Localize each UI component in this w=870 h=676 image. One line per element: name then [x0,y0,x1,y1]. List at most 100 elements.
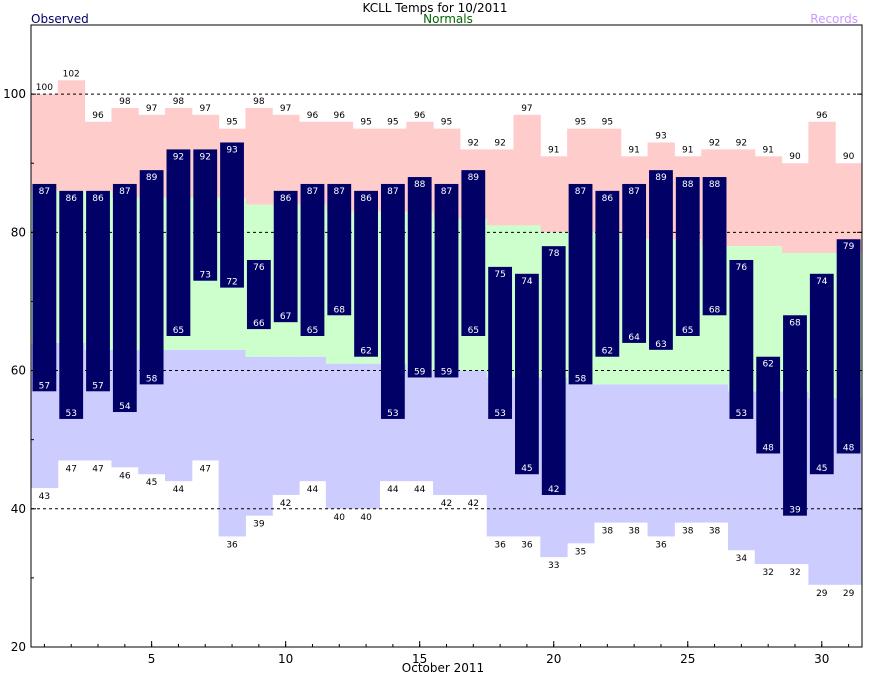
observed-low-label: 59 [414,367,426,377]
observed-low-label: 53 [494,409,505,419]
observed-high-label: 78 [548,249,560,259]
record-high-band [781,163,809,254]
record-low-label: 36 [494,540,506,550]
record-high-band [272,114,300,205]
record-high-band [808,121,836,254]
observed-bar [166,149,191,336]
observed-low-label: 45 [816,464,827,474]
observed-low-label: 53 [387,409,398,419]
observed-bar [86,190,110,392]
observed-bar [273,190,298,323]
record-high-label: 91 [762,145,773,155]
observed-low-label: 42 [548,485,559,495]
x-tick-label: 30 [814,652,829,666]
record-high-label: 92 [709,138,720,148]
record-low-band [299,356,327,482]
observed-bar [702,177,727,316]
record-high-label: 98 [253,97,265,107]
record-low-label: 46 [119,471,131,481]
observed-low-label: 65 [173,326,184,336]
observed-low-label: 65 [682,326,693,336]
record-high-label: 97 [521,104,532,114]
record-high-label: 95 [441,118,452,128]
observed-high-label: 89 [468,173,480,183]
observed-bar [354,190,378,357]
observed-high-label: 62 [762,360,773,370]
record-low-label: 47 [200,464,211,474]
record-low-label: 36 [655,540,667,550]
observed-high-label: 76 [736,263,748,273]
record-low-band [191,349,220,461]
record-high-label: 91 [682,145,693,155]
x-tick-label: 20 [546,652,561,666]
legend-normals: Normals [423,12,473,26]
record-high-band [57,80,86,191]
observed-high-label: 92 [173,152,184,162]
observed-high-label: 75 [494,270,505,280]
observed-bar [836,239,861,454]
observed-low-label: 57 [39,381,50,391]
record-low-band [593,384,622,523]
observed-low-label: 39 [789,506,801,516]
observed-high-label: 92 [200,152,211,162]
record-low-label: 42 [280,499,291,509]
record-high-band [754,156,783,247]
observed-high-label: 68 [789,318,801,328]
record-high-label: 96 [816,111,828,121]
record-high-label: 92 [494,138,505,148]
record-low-band [245,356,273,516]
x-tick-label: 15 [412,652,427,666]
observed-high-label: 86 [280,194,292,204]
record-low-label: 36 [521,540,533,550]
record-low-band [701,384,729,523]
observed-bar [783,315,807,516]
observed-bar [246,259,271,330]
record-high-label: 91 [548,145,559,155]
record-low-label: 43 [39,492,50,502]
record-high-label: 90 [789,152,801,162]
record-low-label: 47 [92,464,103,474]
observed-high-label: 87 [441,187,452,197]
record-low-label: 32 [789,568,800,578]
record-low-label: 38 [709,527,721,537]
observed-bar [407,177,432,378]
observed-high-label: 87 [307,187,318,197]
record-low-band [352,363,380,509]
observed-bar [809,273,834,475]
record-high-label: 96 [334,111,346,121]
y-tick-label: 100 [3,87,26,101]
observed-high-label: 87 [119,187,130,197]
y-tick-label: 20 [11,640,26,654]
record-low-label: 40 [360,513,372,523]
observed-high-label: 86 [360,194,372,204]
observed-high-label: 87 [39,187,50,197]
observed-high-label: 74 [521,277,533,287]
x-tick-label: 5 [148,652,156,666]
observed-high-label: 86 [65,194,77,204]
observed-bar [649,170,673,350]
record-low-label: 42 [441,499,452,509]
record-high-label: 93 [655,131,666,141]
observed-bar [729,259,754,419]
y-tick-label: 60 [11,364,26,378]
observed-bar [193,149,218,281]
record-low-band [674,384,702,523]
x-axis-label: October 2011 [401,661,485,675]
observed-bar [595,190,620,357]
record-low-band [567,384,595,544]
observed-bar [220,142,244,288]
record-high-label: 96 [307,111,319,121]
observed-bar [675,177,700,336]
observed-low-label: 68 [334,305,346,315]
record-low-band [433,370,461,495]
observed-high-label: 87 [334,187,345,197]
observed-low-label: 58 [146,374,158,384]
observed-low-label: 62 [602,347,613,357]
record-high-label: 95 [387,118,398,128]
observed-bar [568,183,593,385]
observed-bar [380,183,405,419]
record-low-label: 33 [548,561,559,571]
observed-high-label: 87 [575,187,586,197]
observed-bar [541,246,566,495]
